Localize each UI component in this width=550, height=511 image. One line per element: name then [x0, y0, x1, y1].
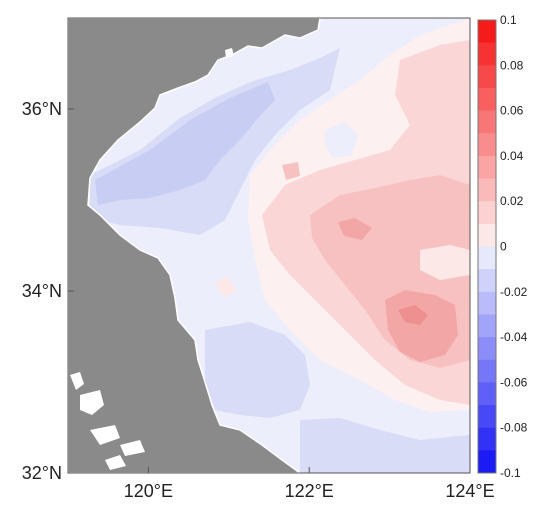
colorbar-tick-label-5: 0: [500, 240, 507, 254]
land-mainland: [68, 18, 321, 473]
colorbar-frame: [477, 19, 497, 474]
colorbar-tick-label-0: 0.1: [500, 13, 517, 27]
island-north-1: [225, 48, 234, 58]
island-estuary-4: [120, 440, 145, 456]
colorbar-segment-19: [478, 450, 496, 474]
colorbar-segment-2: [478, 65, 496, 89]
x-tick-label-1: 122°E: [285, 481, 334, 501]
positive-anomaly-max-core: [398, 305, 428, 325]
map-frame: [67, 17, 471, 474]
colorbar-segment-17: [478, 405, 496, 429]
colorbar-tick-label-3: 0.04: [500, 149, 524, 163]
colorbar-ticks: 0.1 0.08 0.06 0.04 0.02 0 -0.02 -0.04 -0.06 -0.08…: [500, 13, 528, 480]
negative-anomaly-southeast: [300, 418, 470, 473]
colorbar-segment-16: [478, 382, 496, 406]
positive-anomaly-patch-east: [420, 245, 470, 280]
island-estuary-3: [90, 425, 120, 445]
island-estuary-5: [105, 455, 126, 470]
y-tick-label-1: 34°N: [22, 281, 62, 301]
colorbar-tick-label-4: 0.02: [500, 194, 524, 208]
colorbar-tick-label-2: 0.06: [500, 104, 524, 118]
colorbar-segment-0: [478, 20, 496, 44]
island-estuary-1: [70, 372, 84, 390]
colorbar-segment-3: [478, 87, 496, 112]
positive-anomaly-patch-coastal: [215, 276, 236, 298]
positive-anomaly-patch-north: [338, 218, 372, 240]
y-axis-ticks: 32°N 34°N 36°N: [22, 99, 74, 483]
colorbar-segment-1: [478, 42, 496, 66]
colorbar-segment-7: [478, 178, 496, 202]
negative-anomaly-haizhou-bay: [95, 82, 275, 205]
positive-anomaly-patch-small: [282, 162, 300, 180]
colorbar-segment-8: [478, 201, 496, 225]
colorbar-segment-11: [478, 269, 496, 293]
island-estuary-2: [80, 390, 104, 415]
colorbar-tick-label-1: 0.08: [500, 58, 524, 72]
colorbar-segment-10: [478, 246, 496, 270]
x-tick-label-2: 124°E: [445, 481, 494, 501]
colorbar-segment-9: [478, 223, 496, 247]
colorbar-segment-14: [478, 337, 496, 361]
colorbar-segment-15: [478, 359, 496, 383]
colorbar-tick-label-9: -0.08: [500, 421, 528, 435]
x-axis-ticks: 120°E 122°E 124°E: [124, 467, 495, 501]
y-tick-label-2: 36°N: [22, 99, 62, 119]
positive-anomaly-max-southeast: [385, 290, 458, 362]
colorbar-tick-label-7: -0.04: [500, 330, 528, 344]
colorbar-tick-label-8: -0.06: [500, 375, 528, 389]
near-zero-patch-north: [325, 122, 358, 158]
colorbar-segment-18: [478, 427, 496, 451]
colorbar-segment-5: [478, 133, 496, 157]
colorbar-tick-label-10: -0.1: [500, 466, 521, 480]
y-tick-label-0: 32°N: [22, 463, 62, 483]
negative-anomaly-south-coast: [205, 322, 310, 418]
map-plot-area: [68, 18, 470, 473]
colorbar-segment-6: [478, 155, 496, 180]
colorbar-tick-label-6: -0.02: [500, 285, 528, 299]
colorbar-segment-13: [478, 314, 496, 338]
colorbar: [477, 19, 497, 474]
colorbar-segment-12: [478, 291, 496, 315]
x-tick-label-0: 120°E: [124, 481, 173, 501]
colorbar-segment-4: [478, 110, 496, 134]
